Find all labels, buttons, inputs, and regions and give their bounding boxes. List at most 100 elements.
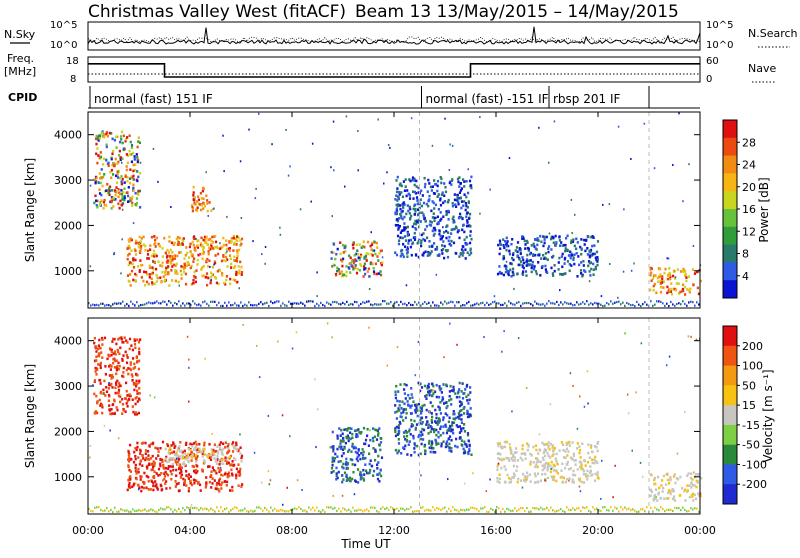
echo-cell — [98, 346, 101, 350]
echo-cell — [198, 449, 201, 452]
echo-cell — [125, 165, 128, 168]
echo-cell — [572, 473, 575, 477]
echo-cell — [618, 510, 620, 513]
echo-cell — [555, 242, 558, 245]
echo-cell — [128, 456, 131, 460]
echo-cell — [470, 251, 473, 255]
echo-cell — [217, 452, 220, 455]
echo-cell — [182, 461, 185, 464]
echo-cell — [124, 139, 127, 143]
echo-cell — [497, 462, 500, 465]
echo-cell — [692, 492, 695, 496]
echo-cell — [264, 262, 266, 265]
echo-cell — [338, 445, 341, 448]
echo-cell — [522, 507, 524, 510]
echo-cell — [150, 277, 153, 280]
echo-cell — [93, 341, 96, 345]
echo-cell — [193, 275, 196, 278]
echo-cell — [219, 247, 222, 250]
colorbar-segment — [723, 137, 737, 157]
echo-cell — [543, 450, 546, 453]
echo-cell — [508, 252, 512, 256]
echo-cell — [164, 273, 167, 276]
echo-cell — [364, 463, 367, 466]
echo-cell — [693, 471, 695, 474]
echo-cell — [661, 277, 664, 281]
echo-cell — [107, 393, 111, 397]
echo-cell — [644, 301, 646, 304]
echo-cell — [241, 483, 244, 486]
echo-cell — [554, 469, 557, 472]
echo-cell — [183, 483, 186, 487]
echo-cell — [122, 509, 124, 512]
echo-cell — [578, 448, 582, 452]
echo-cell — [453, 227, 456, 231]
echo-cell — [581, 468, 584, 471]
echo-cell — [238, 304, 240, 307]
echo-cell — [176, 272, 179, 275]
echo-cell — [179, 476, 182, 479]
echo-cell — [664, 267, 667, 271]
echo-cell — [443, 356, 445, 359]
echo-cell — [101, 356, 104, 359]
x-tick-label: 12:00 — [378, 524, 410, 537]
echo-cell — [482, 507, 484, 510]
echo-cell — [202, 197, 205, 201]
echo-cell — [175, 468, 178, 472]
echo-cell — [573, 459, 576, 462]
echo-cell — [231, 473, 234, 477]
echo-cell — [375, 438, 379, 441]
echo-cell — [355, 433, 358, 436]
echo-cell — [416, 202, 419, 206]
echo-cell — [134, 168, 137, 172]
echo-cell — [110, 382, 113, 386]
echo-cell — [420, 233, 423, 237]
echo-cell — [464, 248, 467, 251]
echo-cell — [543, 443, 546, 446]
echo-cell — [371, 241, 374, 245]
echo-cell — [554, 302, 556, 305]
echo-cell — [683, 270, 686, 273]
echo-cell — [197, 198, 200, 202]
echo-cell — [445, 236, 448, 240]
echo-cell — [236, 506, 238, 510]
echo-cell — [192, 194, 195, 197]
echo-cell — [95, 134, 98, 138]
echo-cell — [228, 510, 230, 514]
echo-cell — [336, 301, 338, 304]
echo-cell — [459, 182, 462, 185]
echo-cell — [439, 401, 442, 404]
echo-cell — [527, 247, 530, 251]
colorbar-tick-label: 28 — [742, 136, 756, 149]
echo-cell — [415, 222, 418, 226]
echo-cell — [431, 185, 434, 188]
echo-cell — [458, 176, 461, 179]
echo-cell — [405, 284, 408, 287]
echo-cell — [542, 244, 545, 248]
echo-cell — [155, 483, 158, 486]
echo-cell — [420, 437, 423, 441]
echo-cell — [438, 229, 441, 232]
echo-cell — [233, 446, 236, 450]
echo-cell — [177, 280, 180, 284]
echo-cell — [110, 377, 113, 380]
echo-cell — [524, 453, 527, 456]
echo-cell — [134, 457, 137, 461]
echo-cell — [189, 479, 192, 483]
echo-cell — [228, 474, 231, 478]
echo-cell — [152, 484, 155, 488]
echo-cell — [445, 229, 448, 233]
echo-cell — [584, 464, 587, 467]
echo-cell — [202, 207, 205, 210]
echo-cell — [416, 220, 419, 223]
echo-cell — [346, 429, 349, 432]
echo-cell — [207, 265, 210, 268]
echo-cell — [124, 350, 127, 354]
echo-cell — [122, 375, 125, 378]
echo-cell — [571, 478, 574, 481]
echo-cell — [137, 411, 140, 415]
echo-cell — [381, 261, 384, 264]
echo-cell — [185, 474, 188, 477]
echo-cell — [441, 235, 444, 238]
echo-cell — [397, 226, 400, 230]
